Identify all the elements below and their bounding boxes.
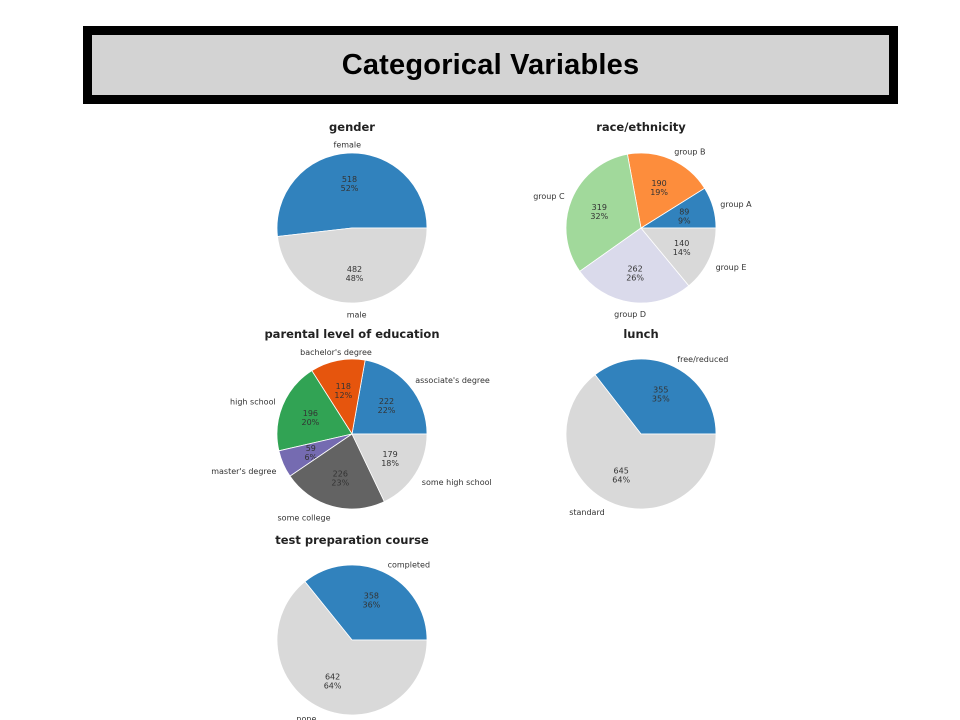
slice-value-label: 518 [342, 175, 357, 184]
slice-value-label: 642 [325, 673, 340, 682]
slice-category-label: free/reduced [677, 355, 728, 364]
pie-slice [276, 370, 353, 452]
pie-slice [276, 152, 428, 237]
slice-category-label: none [296, 714, 316, 720]
slice-value-label: 482 [347, 265, 362, 274]
pie-chart-2: parental level of education associate's d… [211, 327, 492, 523]
slice-percent-label: 12% [334, 391, 352, 400]
slice-percent-label: 9% [678, 217, 691, 226]
chart-title: race/ethnicity [596, 120, 686, 134]
slice-value-label: 59 [306, 444, 316, 453]
slice-percent-label: 22% [378, 406, 396, 415]
slice-value-label: 226 [333, 469, 348, 478]
slice-category-label: group B [674, 148, 705, 157]
pie-slice [626, 152, 706, 229]
pie-slice [276, 581, 428, 716]
chart-title: test preparation course [275, 533, 429, 547]
slice-value-label: 89 [679, 208, 689, 217]
slice-value-label: 645 [614, 466, 629, 475]
pie-slice [594, 358, 717, 435]
slice-percent-label: 36% [363, 600, 381, 609]
slice-percent-label: 20% [302, 418, 320, 427]
slice-category-label: master's degree [211, 467, 276, 476]
slice-percent-label: 18% [381, 459, 399, 468]
pie-slice [351, 433, 428, 503]
slice-percent-label: 6% [304, 453, 317, 462]
slice-category-label: group D [614, 310, 646, 319]
slice-percent-label: 14% [673, 248, 691, 257]
slice-value-label: 190 [651, 179, 666, 188]
slice-percent-label: 19% [650, 188, 668, 197]
slice-value-label: 358 [364, 591, 379, 600]
slice-category-label: group E [716, 263, 747, 272]
slice-percent-label: 52% [341, 184, 359, 193]
slice-percent-label: 23% [331, 478, 349, 487]
slice-value-label: 222 [379, 397, 394, 406]
slice-percent-label: 64% [324, 682, 342, 691]
slice-category-label: completed [388, 561, 430, 570]
slice-percent-label: 64% [612, 475, 630, 484]
slice-category-label: female [334, 141, 362, 150]
slice-category-label: male [347, 310, 367, 319]
slice-value-label: 262 [627, 265, 642, 274]
pie-slice [579, 227, 690, 304]
chart-title: lunch [623, 327, 658, 341]
slice-percent-label: 48% [346, 274, 364, 283]
slice-value-label: 140 [674, 239, 689, 248]
chart-title: gender [329, 120, 375, 134]
slice-category-label: group C [533, 192, 565, 201]
pie-slice [351, 359, 428, 435]
page-title: Categorical Variables [341, 48, 640, 81]
slice-value-label: 118 [336, 382, 351, 391]
slice-category-label: group A [720, 200, 752, 209]
slice-value-label: 355 [653, 386, 668, 395]
pie-slice [277, 227, 428, 304]
title-banner: Categorical Variables [83, 26, 898, 104]
title-banner-inner: Categorical Variables [92, 35, 889, 95]
pie-slice [640, 227, 717, 287]
slice-category-label: standard [569, 508, 604, 517]
slice-category-label: some high school [422, 478, 492, 487]
slice-category-label: some college [278, 514, 331, 523]
pie-slice [565, 374, 717, 510]
pie-slice [304, 564, 428, 641]
slice-value-label: 319 [592, 203, 607, 212]
slice-category-label: bachelor's degree [300, 348, 372, 357]
slice-value-label: 196 [303, 409, 318, 418]
slice-percent-label: 26% [626, 274, 644, 283]
slice-percent-label: 32% [590, 212, 608, 221]
chart-title: parental level of education [264, 327, 439, 341]
slice-percent-label: 35% [652, 395, 670, 404]
slice-category-label: high school [230, 398, 276, 407]
pie-slice [565, 153, 642, 272]
slice-value-label: 179 [382, 450, 397, 459]
slice-category-label: associate's degree [415, 376, 490, 385]
